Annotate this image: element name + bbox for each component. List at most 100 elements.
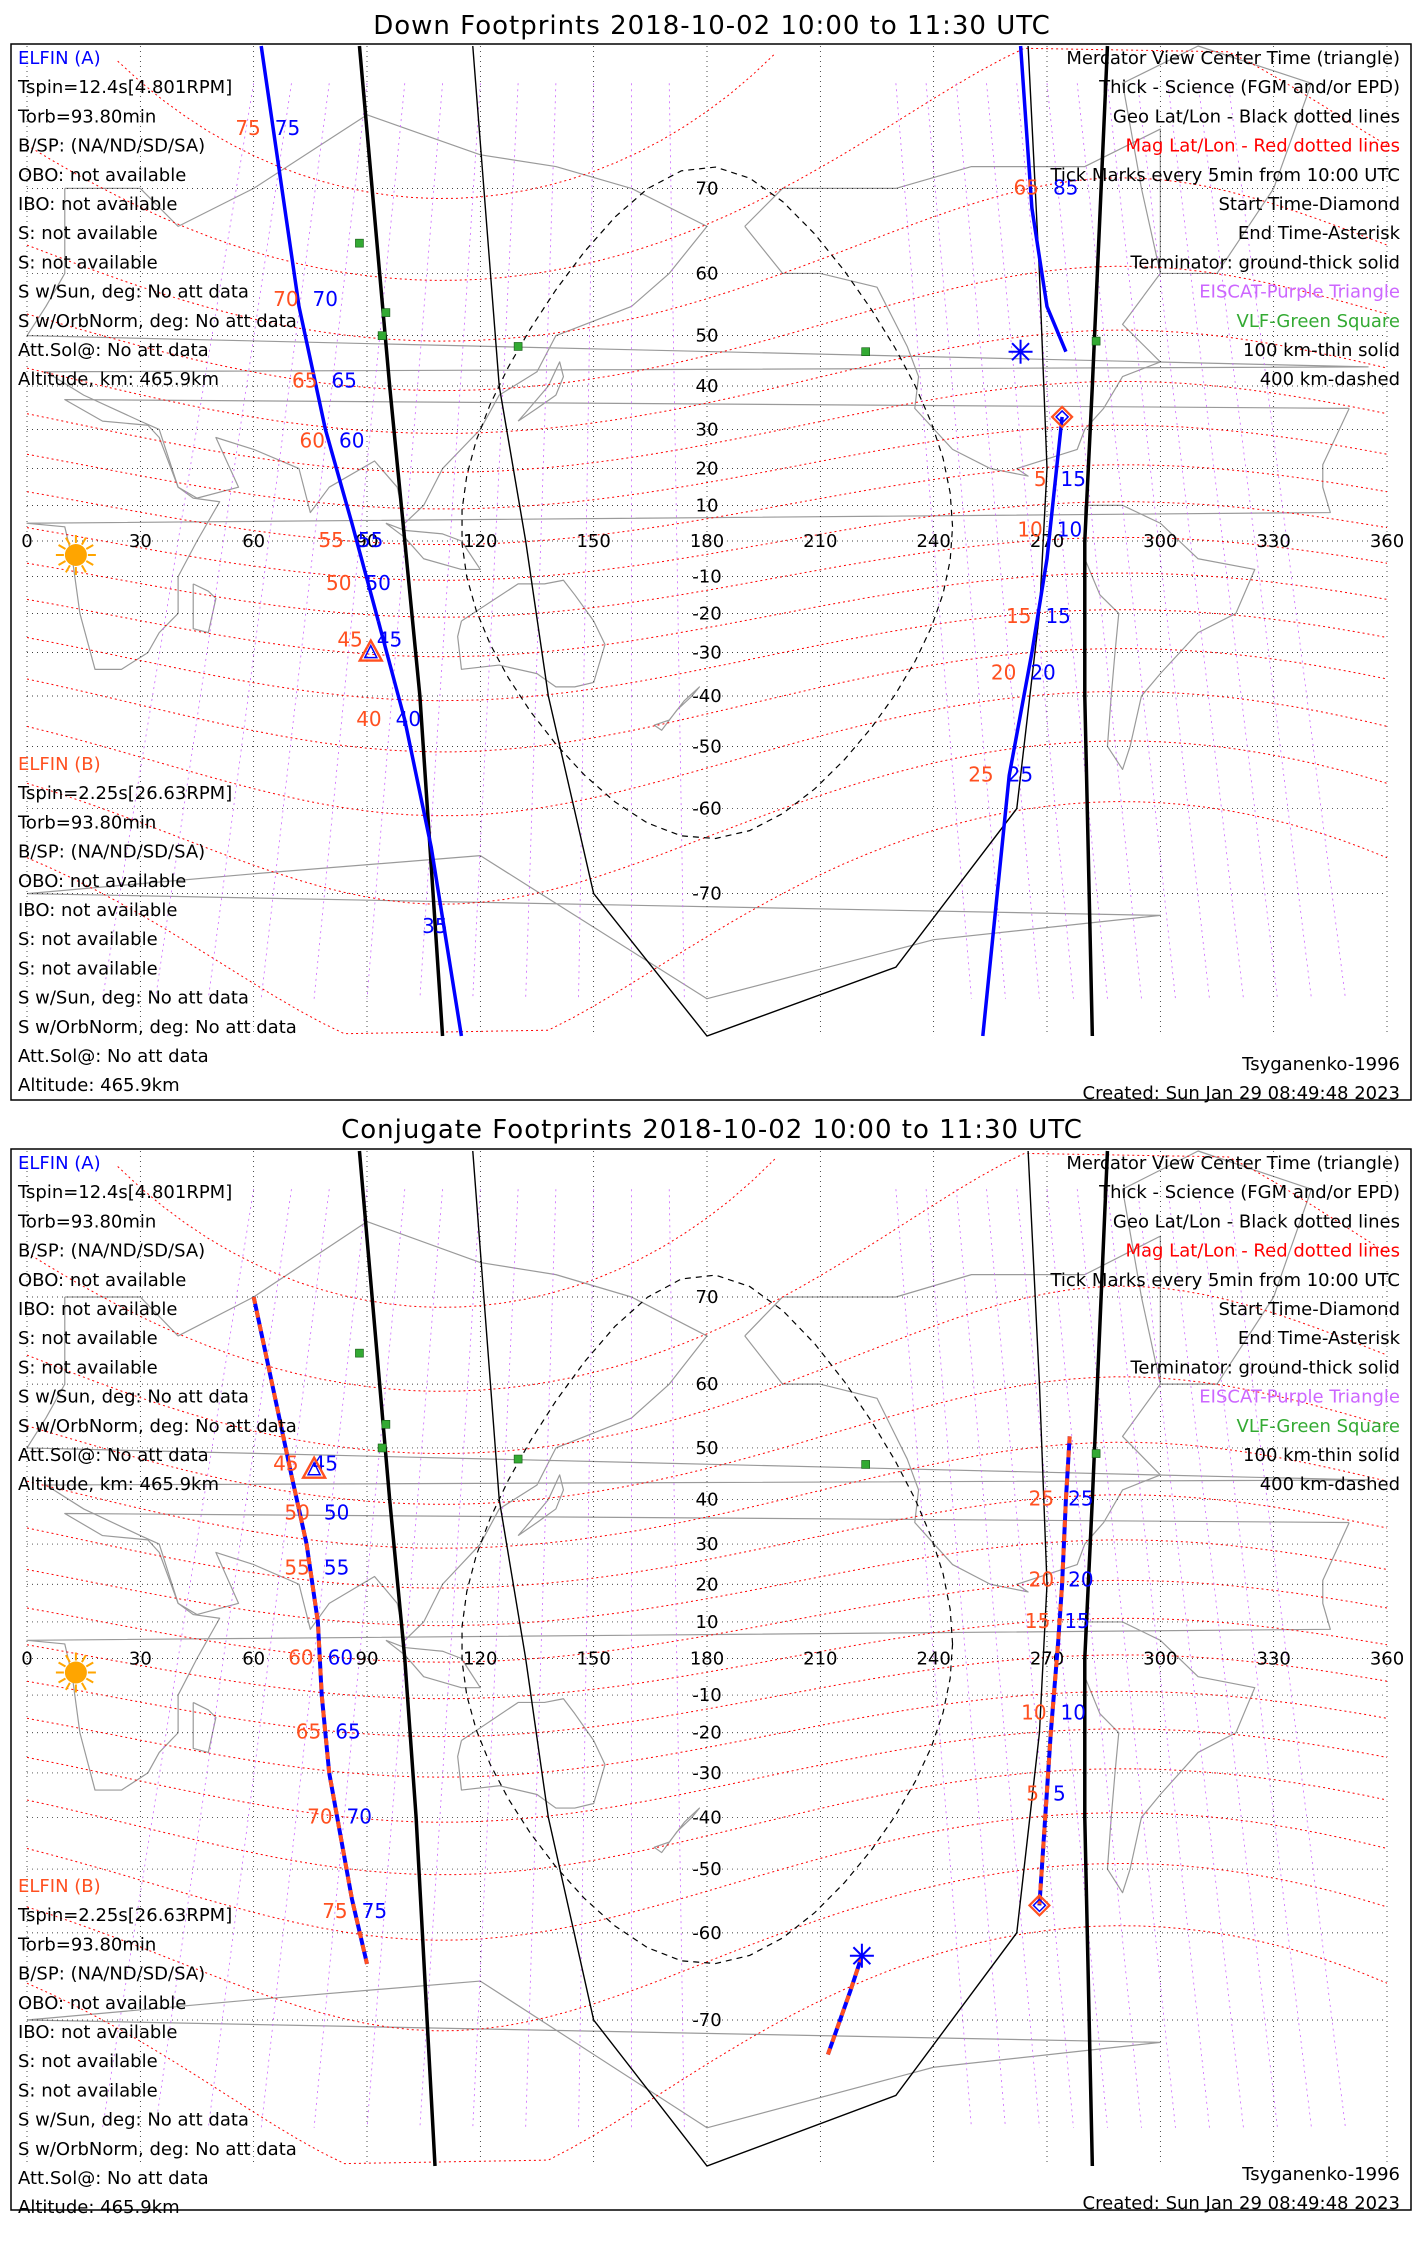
sun-disk <box>64 544 87 566</box>
mag-parallel <box>26 537 1388 618</box>
mag-meridian <box>472 83 519 999</box>
legend-entry: VLF-Green Square <box>1237 1416 1400 1437</box>
model-label: Tsyganenko-1996 <box>1241 1054 1400 1075</box>
tick-label-b: 65 <box>296 1720 321 1744</box>
tick-label-a: 75 <box>362 1899 387 1923</box>
vlf-site-square <box>381 1420 391 1429</box>
mag-meridian <box>1227 1189 1346 2128</box>
tick-label-a: 15 <box>1064 1609 1089 1633</box>
info-line: S w/Sun, deg: No att data <box>18 282 249 303</box>
mag-parallel <box>26 1617 1388 1700</box>
info-line: B/SP: (NA/ND/SD/SA) <box>18 136 205 157</box>
legend-entry: Geo Lat/Lon - Black dotted lines <box>1113 1211 1400 1232</box>
info-line: S: not available <box>18 1357 158 1378</box>
tick-label-b: 10 <box>1017 517 1042 541</box>
info-line: S: not available <box>18 2080 158 2101</box>
mag-meridian <box>986 1189 1074 2128</box>
tick-label-b: 15 <box>1006 604 1031 628</box>
sun-ray <box>58 1661 66 1668</box>
legend-entry: Mag Lat/Lon - Red dotted lines <box>1125 1241 1400 1262</box>
geo-grid <box>26 1151 1388 2166</box>
mag-meridian <box>578 83 595 999</box>
tick-label-b: 20 <box>1029 1567 1054 1591</box>
terminator-ground-line <box>1083 45 1110 1037</box>
info-line: S: not available <box>18 1328 158 1349</box>
info-line: Tspin=12.4s[4.801RPM] <box>17 1182 232 1203</box>
center-time-triangle-inner <box>306 1461 322 1476</box>
tick-label-a: 20 <box>1068 1567 1093 1591</box>
start-diamond-inner <box>1032 1898 1047 1913</box>
y-tick-label: -10 <box>692 567 721 588</box>
mag-meridian <box>668 83 685 999</box>
terminator <box>357 45 1110 1037</box>
legend-entry: End Time-Asterisk <box>1238 1328 1401 1349</box>
legend-right: Mercator View Center Time (triangle) Thic… <box>1049 1153 1400 1495</box>
tick-label-b: 10 <box>1021 1701 1046 1725</box>
terminator-ground-line <box>357 45 445 1037</box>
info-line: OBO: not available <box>18 1270 186 1291</box>
coastline <box>457 1698 606 1809</box>
info-line: S w/Sun, deg: No att data <box>18 988 249 1009</box>
coastline <box>1084 1621 1256 1894</box>
tick-label-a: 70 <box>313 287 338 311</box>
y-tick-label: 10 <box>696 1612 719 1633</box>
elfin-b-track <box>1037 1436 1072 1906</box>
tick-label-a: 65 <box>331 368 356 392</box>
x-tick-label: 60 <box>242 1649 265 1670</box>
mag-meridian <box>102 83 255 999</box>
center-time-triangle <box>357 638 384 662</box>
mag-parallel <box>26 177 1388 342</box>
sun-ray <box>85 560 94 566</box>
axis-labels: 0 30 60 90 120 150 180 210 240 270 300 330 360 -70 -60… <box>21 178 1404 904</box>
tick-label-b: 75 <box>235 116 260 140</box>
x-tick-label: 360 <box>1370 531 1404 552</box>
x-tick-label: 150 <box>576 1649 610 1670</box>
terminator-ground-line <box>1083 1150 1110 2167</box>
y-tick-label: 30 <box>696 1534 719 1555</box>
y-tick-label: 40 <box>696 376 719 397</box>
coastline <box>192 583 217 634</box>
tick-label-b: 55 <box>318 528 343 552</box>
info-line: Altitude: 465.9km <box>18 1075 180 1096</box>
mag-parallel <box>26 380 1388 473</box>
x-tick-label: 180 <box>690 1649 724 1670</box>
info-line: Torb=93.80min <box>17 1934 156 1955</box>
created-timestamp: Created: Sun Jan 29 08:49:48 2023 <box>1083 1083 1400 1104</box>
info-line: Tspin=12.4s[4.801RPM] <box>17 77 232 98</box>
info-line: S w/OrbNorm, deg: No att data <box>18 2139 297 2160</box>
y-tick-label: -60 <box>692 1923 721 1944</box>
legend-entry: Tick Marks every 5min from 10:00 UTC <box>1049 1270 1400 1291</box>
legend-entry: Start Time-Diamond <box>1218 194 1400 215</box>
sun-ray <box>58 1677 66 1684</box>
tick-label-b: 25 <box>968 763 993 787</box>
mag-meridian <box>155 1189 292 2128</box>
info-line: IBO: not available <box>18 194 177 215</box>
tick-label-a: 45 <box>377 628 402 652</box>
mag-meridian <box>366 1189 443 2128</box>
info-line: B/SP: (NA/ND/SD/SA) <box>18 1964 205 1985</box>
coastline <box>192 1701 217 1754</box>
mag-parallel <box>26 572 1388 658</box>
mag-parallel <box>26 1690 1388 1778</box>
mag-grid <box>26 1152 1388 2165</box>
sun-ray <box>81 1654 87 1663</box>
sun-ray <box>65 537 71 546</box>
info-line: S w/Sun, deg: No att data <box>18 2110 249 2131</box>
info-line: S: not available <box>18 223 158 244</box>
tick-label-b: 40 <box>356 707 381 731</box>
info-title: ELFIN (B) <box>18 1876 101 1897</box>
info-line: S: not available <box>18 252 158 273</box>
info-line: IBO: not available <box>18 900 177 921</box>
legend-entry: Mercator View Center Time (triangle) <box>1066 48 1400 69</box>
center-time-triangle-inner <box>363 643 378 659</box>
info-title: ELFIN (A) <box>18 48 101 69</box>
mag-parallel <box>26 1152 1388 1392</box>
info-line: Altitude, km: 465.9km <box>18 369 219 390</box>
x-tick-label: 90 <box>356 1649 379 1670</box>
x-tick-label: 330 <box>1256 531 1290 552</box>
info-line: Altitude: 465.9km <box>18 2197 180 2218</box>
x-tick-label: 30 <box>129 1649 152 1670</box>
sun-ray <box>58 544 66 550</box>
tick-label-b: 50 <box>284 1501 309 1525</box>
end-asterisk <box>1008 339 1033 364</box>
